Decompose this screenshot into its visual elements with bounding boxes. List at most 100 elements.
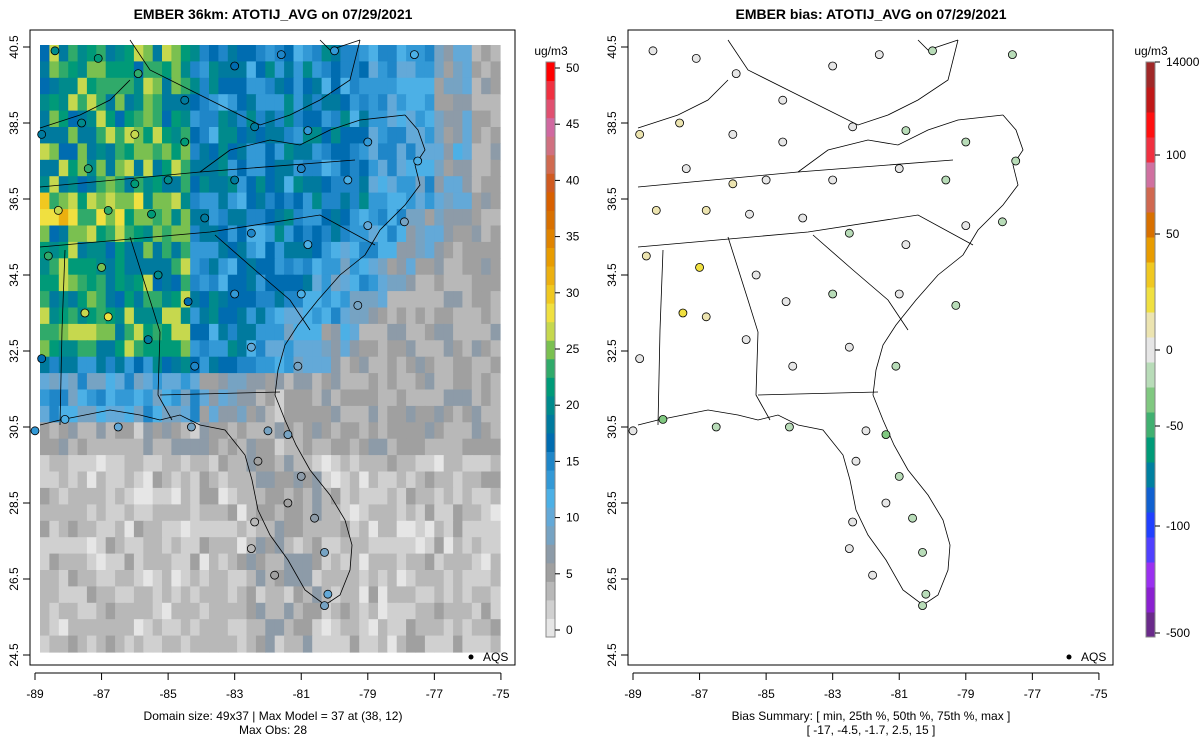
grid-cell [77, 241, 88, 259]
grid-cell [40, 504, 50, 522]
grid-cell [378, 405, 388, 423]
grid-cell [302, 209, 313, 227]
grid-cell [387, 274, 398, 292]
grid-cell [143, 110, 154, 128]
grid-cell [209, 389, 219, 407]
grid-cell [415, 504, 426, 522]
grid-cell [237, 192, 248, 210]
grid-cell [162, 258, 172, 276]
grid-cell [105, 635, 116, 653]
grid-cell [274, 373, 285, 391]
grid-cell [255, 159, 266, 177]
grid-cell [40, 586, 50, 604]
grid-cell [462, 225, 473, 243]
grid-cell [218, 504, 229, 522]
grid-cell [349, 61, 360, 79]
grid-cell [152, 127, 163, 144]
grid-cell [133, 619, 144, 637]
grid-cell [284, 356, 295, 374]
grid-cell [199, 61, 210, 79]
bias-station-marker [648, 46, 658, 56]
grid-cell [471, 192, 482, 210]
grid-cell [77, 225, 88, 243]
grid-cell [387, 77, 398, 95]
grid-cell [162, 389, 172, 407]
colorbar-swatch [1146, 512, 1155, 538]
grid-cell [58, 159, 69, 177]
grid-cell [312, 520, 323, 538]
grid-cell [396, 405, 407, 423]
aqs-station-marker [130, 129, 140, 139]
grid-cell [340, 487, 351, 505]
grid-cell [237, 586, 248, 604]
grid-cell [368, 537, 379, 555]
grid-cell [133, 438, 144, 456]
grid-cell [340, 586, 351, 604]
grid-cell [218, 586, 229, 604]
grid-cell [152, 487, 163, 505]
grid-cell [378, 586, 388, 604]
grid-cell [68, 619, 79, 637]
bias-station-marker [828, 61, 838, 71]
grid-cell [86, 373, 97, 391]
grid-cell [312, 373, 323, 391]
grid-cell [406, 143, 417, 161]
grid-cell [209, 258, 219, 276]
grid-cell [378, 307, 388, 325]
grid-cell [218, 110, 229, 128]
colorbar-swatch [546, 191, 555, 211]
grid-cell [359, 307, 370, 325]
grid-cell [115, 356, 126, 374]
grid-cell [152, 61, 163, 79]
grid-cell [462, 570, 473, 587]
grid-cell [462, 602, 473, 620]
grid-cell [171, 45, 182, 62]
grid-cell [199, 471, 210, 489]
grid-cell [49, 553, 60, 571]
bias-station-marker [844, 544, 854, 553]
grid-cell [349, 209, 360, 227]
grid-cell [471, 586, 482, 604]
grid-cell [415, 340, 426, 358]
grid-cell [77, 159, 88, 177]
grid-cell [237, 553, 248, 571]
grid-cell [312, 504, 323, 522]
grid-cell [415, 586, 426, 604]
grid-cell [490, 323, 501, 341]
grid-cell [171, 487, 182, 505]
grid-cell [227, 487, 238, 505]
grid-cell [321, 225, 332, 243]
bias-station-marker [778, 95, 788, 105]
grid-cell [434, 422, 445, 440]
grid-cell [40, 159, 50, 177]
aqs-station-marker [53, 205, 63, 215]
grid-cell [368, 159, 379, 177]
grid-cell [199, 192, 210, 210]
grid-cell [321, 537, 332, 555]
grid-cell [255, 537, 266, 555]
grid-cell [105, 389, 116, 407]
grid-cell [115, 553, 126, 571]
grid-cell [237, 356, 248, 374]
grid-cell [434, 192, 445, 210]
grid-cell [434, 176, 445, 194]
aqs-station-marker [276, 50, 286, 59]
grid-cell [77, 553, 88, 571]
colorbar-swatch [546, 173, 555, 193]
grid-cell [133, 77, 144, 95]
grid-cell [490, 143, 501, 161]
grid-cell [481, 143, 492, 161]
grid-cell [443, 77, 454, 95]
colorbar-tick-label: 35 [566, 230, 580, 244]
grid-cell [237, 537, 248, 555]
grid-cell [434, 635, 445, 653]
grid-cell [349, 323, 360, 341]
grid-cell [340, 307, 351, 325]
grid-cell [471, 570, 482, 587]
grid-cell [378, 422, 388, 440]
grid-cell [58, 455, 69, 473]
left-map-panel: EMBER 36km: ATOTIJ_AVG on 07/29/2021 AQS… [7, 6, 580, 737]
grid-cell [209, 537, 219, 555]
grid-cell [133, 340, 144, 358]
grid-cell [396, 176, 407, 194]
